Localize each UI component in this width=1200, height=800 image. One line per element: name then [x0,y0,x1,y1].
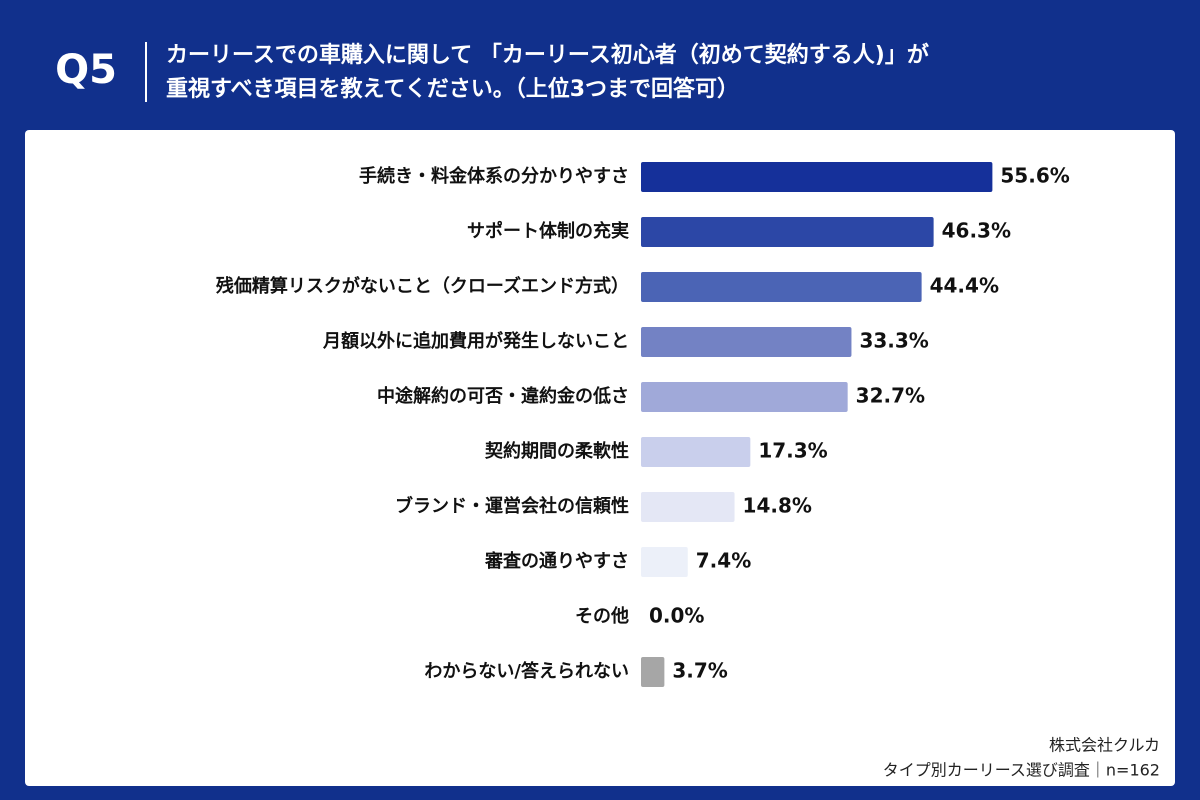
bar [641,272,922,302]
chart-title: カーリースでの車購入に関して 「カーリース初心者（初めて契約する人)」が [166,42,929,68]
bar [641,327,852,357]
bar [641,492,735,522]
value-label: 7.4% [696,549,751,573]
source: 株式会社クルカ [1049,736,1160,755]
category-label: 中途解約の可否・違約金の低さ [377,385,629,407]
value-label: 14.8% [743,494,812,518]
category-label: サポート体制の充実 [467,220,629,242]
value-label: 33.3% [859,329,928,353]
value-label: 17.3% [758,439,827,463]
category-label: わからない/答えられない [424,660,629,682]
value-label: 46.3% [942,219,1011,243]
bar [641,437,751,467]
category-label: その他 [575,605,629,627]
bar [641,162,993,192]
bar [641,547,688,577]
bar [641,657,665,687]
bar [641,217,934,247]
source: タイプ別カーリース選び調査｜n=162 [883,761,1160,780]
value-label: 0.0% [649,604,704,628]
question-number: Q5 [55,47,117,93]
value-label: 55.6% [1000,164,1069,188]
category-label: 契約期間の柔軟性 [484,440,629,462]
value-label: 32.7% [856,384,925,408]
category-label: 残価精算リスクがないこと（クローズエンド方式） [216,275,629,297]
category-label: 手続き・料金体系の分かりやすさ [359,165,629,187]
bar [641,382,848,412]
chart-title: 重視すべき項目を教えてください。（上位3つまで回答可） [166,76,739,102]
value-label: 3.7% [672,659,727,683]
category-label: 審査の通りやすさ [484,550,629,572]
category-label: ブランド・運営会社の信頼性 [395,495,629,517]
category-label: 月額以外に追加費用が発生しないこと [322,330,629,352]
value-label: 44.4% [930,274,999,298]
